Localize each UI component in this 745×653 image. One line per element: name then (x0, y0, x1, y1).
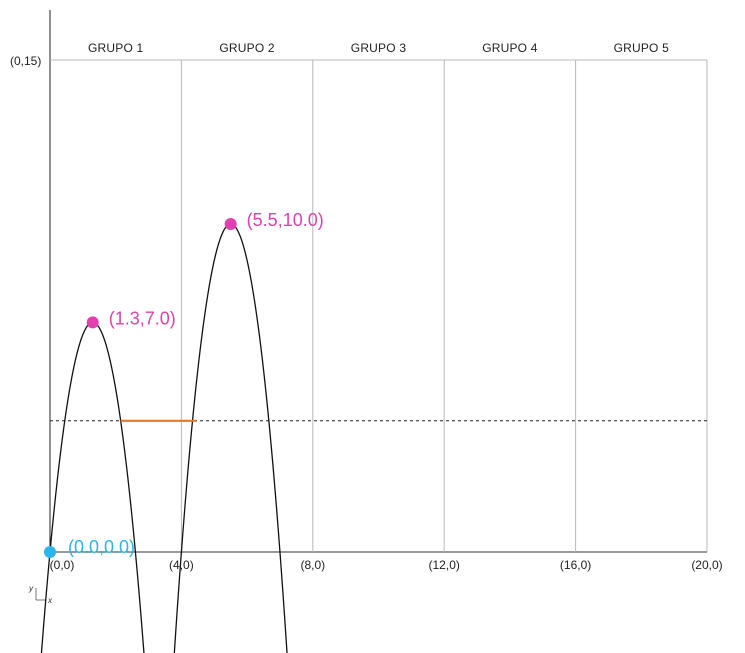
group-label: GRUPO 1 (88, 41, 144, 55)
mini-axis-x-label: x (47, 596, 53, 605)
top-left-coordinate-label: (0,15) (10, 54, 41, 68)
origin-label: (0.0,0.0) (68, 537, 135, 557)
trajectory-parabola (40, 321, 145, 653)
trajectory-parabola (173, 223, 288, 653)
x-tick-label: (0,0) (50, 558, 75, 572)
x-tick-label: (16,0) (560, 558, 591, 572)
vertex-label: (1.3,7.0) (109, 308, 176, 328)
origin-point (44, 546, 56, 558)
grid-layer (35, 10, 708, 601)
group-label: GRUPO 4 (482, 41, 538, 55)
curves-layer (40, 223, 288, 653)
vertex-point (224, 218, 237, 230)
group-label: GRUPO 5 (614, 41, 670, 55)
x-tick-label: (12,0) (429, 558, 460, 572)
mini-axis-y-label: y (28, 584, 34, 593)
text-layer: (1.3,7.0) (5.5,10.0) (0.0,0.0) (0,15) GRUPO … (10, 41, 723, 605)
vertex-label: (5.5,10.0) (247, 210, 324, 230)
x-tick-label: (20,0) (691, 558, 722, 572)
vertex-point (86, 316, 99, 329)
x-tick-label: (8,0) (300, 558, 325, 572)
group-label: GRUPO 3 (351, 41, 407, 55)
group-label: GRUPO 2 (219, 41, 275, 55)
marks-layer (44, 218, 237, 558)
x-tick-label: (4,0) (169, 558, 194, 572)
